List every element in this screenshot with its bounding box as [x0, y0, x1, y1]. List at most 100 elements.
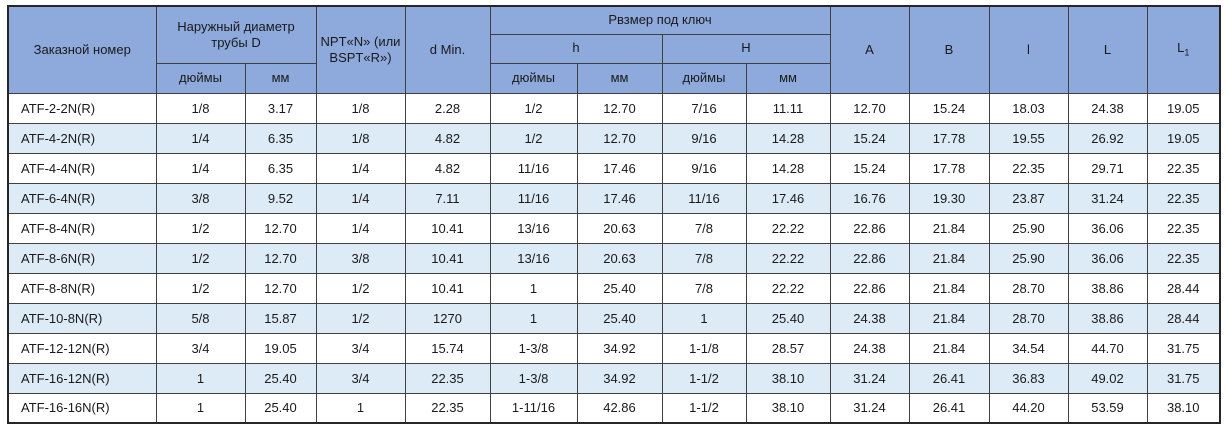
data-cell: 44.20 [988, 392, 1069, 424]
data-cell: 38.10 [1146, 392, 1221, 424]
data-cell: 1 [661, 302, 747, 334]
data-cell: 22.86 [829, 272, 910, 304]
table-header: Заказной номер Наружный диаметр трубы D … [7, 5, 1221, 94]
table-row: ATF-16-16N(R) 1 25.40 1 22.35 1-11/16 42.86 1-1… [7, 392, 1221, 424]
table-row: ATF-4-2N(R) 1/4 6.35 1/8 4.82 1/2 12.70 9/16 14.… [7, 122, 1221, 154]
data-cell: 6.35 [244, 152, 317, 184]
data-cell: 19.05 [244, 332, 317, 364]
data-cell: 15.24 [829, 152, 910, 184]
data-cell: 20.63 [576, 212, 663, 244]
data-cell: 42.86 [576, 392, 663, 424]
data-cell: 17.46 [576, 182, 663, 214]
data-cell: 14.28 [745, 122, 831, 154]
data-cell: 1/2 [155, 242, 246, 274]
data-cell: 7.11 [404, 182, 491, 214]
data-cell: 1 [489, 302, 578, 334]
data-cell: 1/4 [315, 152, 406, 184]
data-cell: 1 [155, 392, 246, 424]
data-cell: 9/16 [661, 152, 747, 184]
data-cell: 12.70 [244, 212, 317, 244]
data-cell: 13/16 [489, 242, 578, 274]
data-cell: 1-3/8 [489, 332, 578, 364]
data-cell: 3/8 [155, 182, 246, 214]
data-cell: 3/8 [315, 242, 406, 274]
data-cell: 26.41 [908, 392, 990, 424]
data-cell: 17.78 [908, 152, 990, 184]
data-cell: 22.22 [745, 242, 831, 274]
header-col-b: B [908, 5, 990, 94]
order-number-cell: ATF-4-4N(R) [7, 152, 157, 184]
data-cell: 16.76 [829, 182, 910, 214]
order-number-cell: ATF-2-2N(R) [7, 92, 157, 124]
data-cell: 1/8 [155, 92, 246, 124]
data-cell: 1270 [404, 302, 491, 334]
header-wrench-size: Рвзмер под ключ [489, 5, 831, 35]
data-cell: 28.70 [988, 302, 1069, 334]
data-cell: 22.86 [829, 212, 910, 244]
data-cell: 7/8 [661, 272, 747, 304]
order-number-cell: ATF-8-8N(R) [7, 272, 157, 304]
header-col-a: A [829, 5, 910, 94]
header-inches-diameter: дюймы [155, 62, 246, 94]
data-cell: 21.84 [908, 302, 990, 334]
data-cell: 3/4 [315, 332, 406, 364]
table-row: ATF-6-4N(R) 3/8 9.52 1/4 7.11 11/16 17.46 11/16… [7, 182, 1221, 214]
data-cell: 11/16 [489, 152, 578, 184]
data-cell: 1/2 [489, 122, 578, 154]
data-cell: 25.40 [576, 272, 663, 304]
data-cell: 38.86 [1067, 302, 1148, 334]
data-cell: 1/8 [315, 122, 406, 154]
data-cell: 4.82 [404, 122, 491, 154]
data-cell: 12.70 [576, 92, 663, 124]
table-row: ATF-12-12N(R) 3/4 19.05 3/4 15.74 1-3/8 34.92 1… [7, 332, 1221, 364]
data-cell: 15.74 [404, 332, 491, 364]
data-cell: 22.35 [1146, 152, 1221, 184]
data-cell: 10.41 [404, 272, 491, 304]
data-cell: 17.46 [745, 182, 831, 214]
data-cell: 1-11/16 [489, 392, 578, 424]
data-cell: 28.70 [988, 272, 1069, 304]
data-cell: 10.41 [404, 212, 491, 244]
data-cell: 25.90 [988, 212, 1069, 244]
header-row-2: h H [8, 33, 1220, 64]
table-row: ATF-8-4N(R) 1/2 12.70 1/4 10.41 13/16 20.63 7/8… [7, 212, 1221, 244]
data-cell: 21.84 [908, 242, 990, 274]
data-cell: 12.70 [576, 122, 663, 154]
data-cell: 28.44 [1146, 302, 1221, 334]
header-mm-h-lower: мм [576, 62, 663, 94]
data-cell: 17.46 [576, 152, 663, 184]
data-cell: 11.11 [745, 92, 831, 124]
data-cell: 9/16 [661, 122, 747, 154]
data-cell: 1 [489, 272, 578, 304]
order-number-cell: ATF-16-16N(R) [7, 392, 157, 424]
header-outer-diameter: Наружный диаметр трубы D [155, 5, 317, 64]
data-cell: 21.84 [908, 272, 990, 304]
data-cell: 1-1/2 [661, 392, 747, 424]
order-number-cell: ATF-8-4N(R) [7, 212, 157, 244]
data-cell: 15.24 [908, 92, 990, 124]
order-number-cell: ATF-6-4N(R) [7, 182, 157, 214]
data-cell: 1/2 [489, 92, 578, 124]
l1-base: L [1177, 40, 1185, 56]
data-cell: 21.84 [908, 212, 990, 244]
data-cell: 26.41 [908, 362, 990, 394]
data-cell: 1/4 [155, 152, 246, 184]
data-cell: 22.22 [745, 272, 831, 304]
data-cell: 19.05 [1146, 92, 1221, 124]
data-cell: 3/4 [155, 332, 246, 364]
data-cell: 5/8 [155, 302, 246, 334]
data-cell: 31.24 [829, 392, 910, 424]
data-cell: 1/2 [315, 302, 406, 334]
data-cell: 22.35 [1146, 212, 1221, 244]
data-cell: 36.06 [1067, 212, 1148, 244]
data-cell: 38.10 [745, 392, 831, 424]
header-h-upper: H [661, 33, 831, 64]
data-cell: 38.10 [745, 362, 831, 394]
data-cell: 1/4 [315, 212, 406, 244]
order-number-cell: ATF-4-2N(R) [7, 122, 157, 154]
table-row: ATF-8-8N(R) 1/2 12.70 1/2 10.41 1 25.40 7/8 22.2… [7, 272, 1221, 304]
header-row-1: Заказной номер Наружный диаметр трубы D … [7, 5, 1221, 94]
order-number-cell: ATF-16-12N(R) [7, 362, 157, 394]
data-cell: 17.78 [908, 122, 990, 154]
data-cell: 7/8 [661, 212, 747, 244]
